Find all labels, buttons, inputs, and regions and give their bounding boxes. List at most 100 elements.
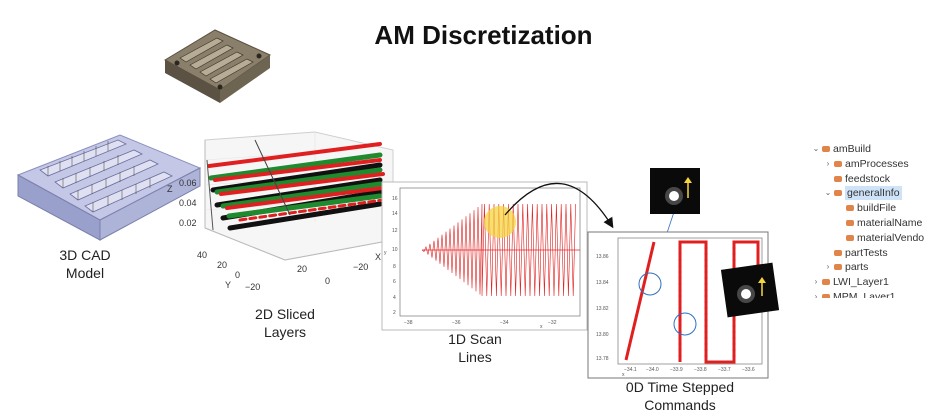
x-tick-label: −20 xyxy=(353,262,368,272)
time-step-point xyxy=(732,318,736,322)
x-axis-label: X xyxy=(375,252,381,262)
time-step-point xyxy=(704,300,708,304)
tree-item-materialname[interactable]: materialName xyxy=(836,216,922,230)
time-step-point xyxy=(732,336,736,340)
scan-path xyxy=(421,203,576,297)
tree-item-generalinfo[interactable]: ⌄ generalInfo xyxy=(824,186,902,201)
tree-item-label: materialName xyxy=(857,217,923,229)
time-step-point xyxy=(678,348,682,352)
chevron-right-icon[interactable]: › xyxy=(814,277,818,287)
caption-line: 3D CAD xyxy=(59,247,111,263)
y-tick-label: 13.86 xyxy=(596,254,609,260)
tree-item-label: partTests xyxy=(845,246,888,259)
printed-part-photo xyxy=(163,29,272,103)
time-stepped-plot: 13.86 13.84 13.82 13.80 13.78 −34.1 −34.… xyxy=(587,231,769,379)
tree-item-label: parts xyxy=(845,261,869,274)
folder-icon xyxy=(822,279,830,286)
y-axis-label: Y xyxy=(225,280,231,290)
tree-item-amprocesses[interactable]: › amProcesses xyxy=(824,157,909,171)
y-tick-label: 2 xyxy=(393,310,396,316)
time-step-point xyxy=(704,270,708,274)
time-step-point xyxy=(678,318,682,322)
scan-line-raster xyxy=(421,203,576,297)
folder-icon xyxy=(834,264,842,271)
scan-lines-plot: 16 14 12 10 8 6 4 2 y −38 −36 −34 −32 x xyxy=(381,181,588,331)
x-tick-label: −33.7 xyxy=(718,367,731,373)
time-step-point xyxy=(704,342,708,346)
time-step-point xyxy=(732,348,736,352)
folder-icon xyxy=(834,160,842,167)
x-tick-label: −33.6 xyxy=(742,367,755,373)
y-tick-label: 40 xyxy=(197,250,207,260)
tree-item-feedstock[interactable]: feedstock xyxy=(824,172,890,186)
time-step-point xyxy=(704,276,708,280)
sliced-layers-3d-plot: 0.06 0.04 0.02 Z 40 20 0 −20 Y 20 0 −20 … xyxy=(167,131,394,292)
melt-pool-image-top xyxy=(650,168,700,214)
chevron-right-icon[interactable]: › xyxy=(826,158,830,168)
time-step-point xyxy=(732,252,736,256)
time-step-point xyxy=(678,324,682,328)
y-tick-label: 10 xyxy=(392,247,398,253)
x-tick-label: −38 xyxy=(404,320,413,326)
caption-line: 1D Scan xyxy=(448,331,502,347)
melt-pool-highlight xyxy=(484,206,516,238)
tree-item-label: amProcesses xyxy=(845,157,909,170)
x-tick-label: −32 xyxy=(548,320,557,326)
tree-item-label: feedstock xyxy=(845,172,890,185)
time-step-point xyxy=(704,336,708,340)
chevron-right-icon[interactable]: › xyxy=(814,292,818,298)
time-step-point xyxy=(678,282,682,286)
time-step-point xyxy=(704,312,708,316)
time-step-point xyxy=(704,282,708,286)
folder-icon xyxy=(846,205,854,212)
tree-item-mpm-layer1[interactable]: › MPM_Layer1 xyxy=(812,290,895,298)
tree-item-lwi-layer1[interactable]: › LWI_Layer1 xyxy=(812,275,889,289)
tree-item-label: MPM_Layer1 xyxy=(833,291,896,298)
cad-model-image xyxy=(16,134,202,241)
time-step-point xyxy=(732,246,736,250)
y-tick-label: 13.80 xyxy=(596,332,609,338)
x-tick-label: −36 xyxy=(452,320,461,326)
page-title: AM Discretization xyxy=(374,20,593,50)
tree-item-parts[interactable]: › parts xyxy=(824,260,869,274)
x-axis-label: x xyxy=(622,372,625,378)
time-step-point xyxy=(678,288,682,292)
chevron-down-icon[interactable]: ⌄ xyxy=(824,188,832,198)
caption-line: Lines xyxy=(458,349,492,365)
time-step-point xyxy=(704,330,708,334)
y-tick-label: 14 xyxy=(392,211,398,217)
chevron-down-icon[interactable]: ⌄ xyxy=(812,144,820,153)
x-tick-label: −33.9 xyxy=(670,367,683,373)
tree-item-ambuild[interactable]: ⌄ amBuild xyxy=(812,142,871,156)
y-tick-label: 20 xyxy=(217,260,227,270)
time-step-point xyxy=(678,258,682,262)
caption-1d-scan-lines: 1D Scan Lines xyxy=(440,330,510,366)
tree-item-materialvendo[interactable]: materialVendo xyxy=(836,231,924,245)
time-step-point xyxy=(678,294,682,298)
caption-2d-sliced-layers: 2D Sliced Layers xyxy=(235,305,335,341)
tree-item-buildfile[interactable]: buildFile xyxy=(836,201,896,215)
melt-pool-image-bottom xyxy=(720,262,780,318)
y-tick-label: 8 xyxy=(393,264,396,270)
caption-3d-cad-model: 3D CAD Model xyxy=(40,246,130,282)
zoom-circle xyxy=(673,312,697,336)
x-tick-label: −34.1 xyxy=(624,367,637,373)
time-step-point xyxy=(704,324,708,328)
time-step-point xyxy=(678,252,682,256)
time-step-point xyxy=(732,324,736,328)
tree-item-parttests[interactable]: partTests xyxy=(824,246,888,260)
chevron-right-icon[interactable]: › xyxy=(826,262,830,272)
x-tick-label: −34.0 xyxy=(646,367,659,373)
folder-icon xyxy=(846,234,854,241)
time-step-point xyxy=(704,288,708,292)
x-tick-label: 20 xyxy=(297,264,307,274)
x-tick-label: −34 xyxy=(500,320,509,326)
time-step-point xyxy=(704,258,708,262)
time-step-point xyxy=(678,276,682,280)
folder-icon xyxy=(834,190,842,197)
caption-line: Model xyxy=(65,265,105,281)
x-axis-label: x xyxy=(540,324,543,330)
time-step-point xyxy=(704,354,708,358)
time-step-point xyxy=(704,348,708,352)
folder-icon xyxy=(834,175,842,182)
